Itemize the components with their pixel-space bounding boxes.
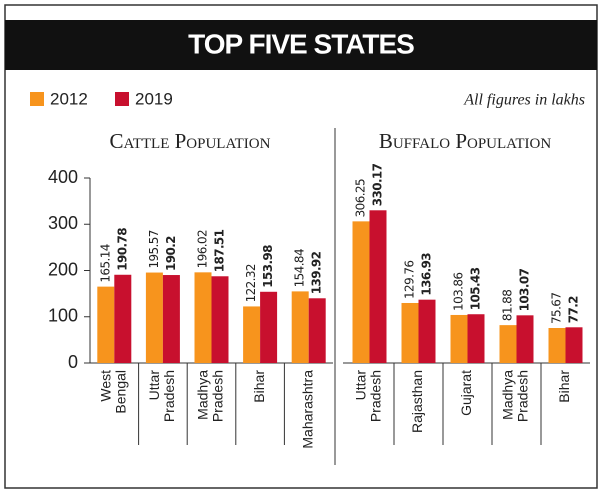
value-label: 153.98 (261, 245, 275, 288)
x-tick-label: Pradesh (210, 370, 226, 422)
bar (499, 325, 517, 363)
value-label: 165.14 (98, 244, 112, 282)
value-label: 154.84 (293, 249, 307, 287)
value-label: 139.92 (310, 251, 324, 294)
legend-swatch (115, 92, 129, 106)
bar (291, 291, 309, 363)
value-label: 103.86 (452, 273, 466, 311)
x-tick-label: Madhya (500, 370, 516, 420)
x-tick-label: West (98, 370, 114, 402)
header-bar (5, 20, 597, 70)
value-label: 195.57 (147, 230, 161, 268)
note: All figures in lakhs (463, 92, 585, 109)
value-label: 81.88 (501, 290, 515, 321)
bar (260, 291, 278, 363)
legend-label: 2012 (50, 89, 88, 108)
bar (243, 306, 261, 363)
x-tick-label: Gujarat (458, 370, 474, 416)
value-label: 75.67 (550, 293, 564, 324)
bar (145, 272, 163, 363)
y-tick-label: 0 (68, 352, 78, 372)
value-label: 187.51 (213, 229, 227, 272)
bar (211, 276, 229, 363)
bar (114, 274, 132, 363)
bar (194, 272, 212, 363)
bar (418, 299, 436, 363)
bar (352, 221, 370, 363)
value-label: 129.76 (403, 261, 417, 299)
bar (162, 275, 180, 363)
x-tick-label: Maharashtra (299, 370, 315, 449)
value-label: 306.25 (354, 179, 368, 217)
x-tick-label: Pradesh (368, 370, 384, 422)
value-label: 105.43 (469, 267, 483, 310)
bar (401, 302, 419, 363)
bar (308, 298, 326, 363)
bar (548, 328, 566, 363)
x-tick-label: Uttar (353, 370, 369, 401)
legend-swatch (30, 92, 44, 106)
y-tick-label: 200 (48, 259, 78, 279)
y-tick-label: 100 (48, 306, 78, 326)
value-label: 330.17 (371, 163, 385, 206)
x-tick-label: Bihar (251, 370, 267, 403)
x-tick-label: Bihar (556, 370, 572, 403)
value-label: 103.07 (518, 268, 532, 311)
value-label: 190.2 (164, 236, 178, 271)
bar (97, 286, 115, 363)
bar (565, 327, 583, 363)
value-label: 190.78 (115, 228, 129, 271)
chart-title: Cattle Population (110, 129, 271, 153)
bar (467, 314, 485, 363)
bar (369, 210, 387, 363)
bar (450, 314, 468, 363)
title: TOP FIVE STATES (188, 28, 414, 59)
value-label: 196.02 (196, 230, 210, 268)
x-tick-label: Pradesh (161, 370, 177, 422)
x-tick-label: Madhya (195, 370, 211, 420)
chart-title: Buffalo Population (379, 129, 551, 153)
y-tick-label: 400 (48, 167, 78, 187)
value-label: 136.93 (420, 253, 434, 296)
x-tick-label: Uttar (146, 370, 162, 401)
y-tick-label: 300 (48, 213, 78, 233)
value-label: 77.2 (567, 296, 581, 323)
x-tick-label: Bengal (113, 370, 129, 414)
bar (516, 315, 534, 363)
x-tick-label: Pradesh (515, 370, 531, 422)
legend-label: 2019 (135, 89, 173, 108)
frame (4, 4, 598, 489)
value-label: 122.32 (244, 264, 258, 302)
x-tick-label: Rajasthan (409, 370, 425, 433)
